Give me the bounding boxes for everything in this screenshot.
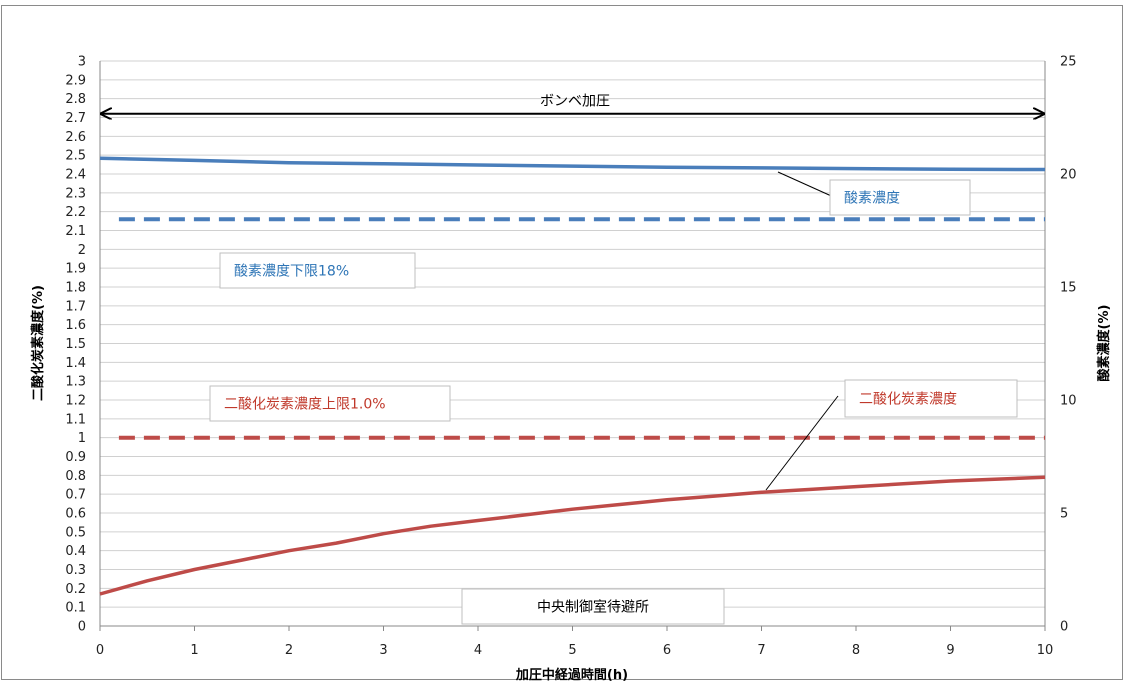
left-axis-ticks: 0 0.1 0.2 0.3 0.4 0.5 0.6 0.7 0.8 0.9 1 1.1 1.2 1.3 1.… (65, 55, 86, 635)
x-tick-label: 9 (946, 643, 954, 658)
x-tick-label: 6 (663, 643, 671, 658)
y-tick-label: 2.1 (65, 224, 86, 239)
co2-limit-label: 二酸化炭素濃度上限1.0% (224, 397, 386, 413)
grid-layer (99, 60, 1046, 631)
y-tick-label: 0.5 (65, 525, 86, 540)
y-tick-label: 3 (78, 55, 86, 70)
y-tick-label: 0 (78, 620, 86, 635)
co2-leader-line (765, 395, 839, 491)
y2-axis-title: 酸素濃度(%) (1096, 305, 1112, 382)
y-tick-label: 1.7 (65, 299, 86, 314)
y-tick-label: 1.1 (65, 412, 86, 427)
right-axis-ticks: 0 5 10 15 20 25 (1060, 55, 1077, 635)
y-tick-label: 1.5 (65, 337, 86, 352)
x-tick-label: 3 (379, 643, 387, 658)
y2-tick-label: 0 (1060, 620, 1068, 635)
y2-tick-label: 20 (1060, 168, 1077, 183)
y-tick-label: 2.3 (65, 186, 86, 201)
x-tick-label: 7 (757, 643, 765, 658)
y-tick-label: 2.5 (65, 149, 86, 164)
y-tick-label: 0.1 (65, 601, 86, 616)
y-tick-label: 1.6 (65, 318, 86, 333)
x-tick-label: 2 (285, 643, 293, 658)
location-label: 中央制御室待避所 (537, 599, 649, 616)
y-tick-label: 1 (78, 431, 86, 446)
annotation-layer: 加圧中経過時間(h) 二酸化炭素濃度(%) 酸素濃度(%) ボンベ加圧酸素濃度酸… (30, 94, 1112, 682)
y-tick-label: 0.2 (65, 582, 86, 597)
y-axis-title: 二酸化炭素濃度(%) (30, 285, 46, 401)
bombe-pressurization-label: ボンベ加圧 (540, 94, 610, 110)
y-tick-label: 0.6 (65, 507, 86, 522)
series-line (99, 156, 1046, 172)
x-tick-label: 8 (852, 643, 860, 658)
oxygen-limit-label-box (219, 252, 416, 289)
y-tick-label: 1.8 (65, 281, 86, 296)
co2-label: 二酸化炭素濃度 (859, 392, 957, 408)
x-tick-label: 1 (190, 643, 198, 658)
x-axis-title: 加圧中経過時間(h) (515, 667, 628, 682)
co2-label-box (844, 379, 1018, 418)
y-tick-label: 2.2 (65, 205, 86, 220)
series-layer (99, 156, 1046, 596)
y-tick-label: 0.3 (65, 563, 86, 578)
chart-frame (1, 5, 1123, 680)
y-tick-label: 2.6 (65, 130, 86, 145)
oxygen-label: 酸素濃度 (844, 191, 900, 207)
y-tick-label: 1.2 (65, 394, 86, 409)
y2-tick-label: 5 (1060, 507, 1068, 522)
y-tick-label: 1.9 (65, 262, 86, 277)
y-tick-label: 0.9 (65, 450, 86, 465)
x-tick-label: 0 (96, 643, 104, 658)
y-tick-label: 2.7 (65, 111, 86, 126)
y2-tick-label: 25 (1060, 55, 1077, 70)
y-tick-label: 2.9 (65, 73, 86, 88)
x-axis-ticks: 0 1 2 3 4 5 6 7 8 9 10 (96, 643, 1053, 658)
y2-tick-label: 15 (1060, 281, 1077, 296)
y-tick-label: 0.4 (65, 544, 86, 559)
y-tick-label: 1.4 (65, 356, 86, 371)
y-tick-label: 2.8 (65, 92, 86, 107)
location-label-box (461, 588, 725, 625)
y2-tick-label: 10 (1060, 394, 1077, 409)
oxygen-leader-line (777, 171, 839, 200)
co2-limit-label-box (209, 385, 451, 422)
y-tick-label: 2 (78, 243, 86, 258)
y-tick-label: 0.8 (65, 469, 86, 484)
y-tick-label: 0.7 (65, 488, 86, 503)
oxygen-label-box (829, 179, 971, 216)
x-tick-label: 4 (474, 643, 482, 658)
series-line (99, 475, 1046, 596)
x-tick-label: 5 (568, 643, 576, 658)
x-tick-label: 10 (1037, 643, 1054, 658)
y-tick-label: 1.3 (65, 375, 86, 390)
y-tick-label: 2.4 (65, 168, 86, 183)
oxygen-limit-label: 酸素濃度下限18% (234, 264, 349, 280)
